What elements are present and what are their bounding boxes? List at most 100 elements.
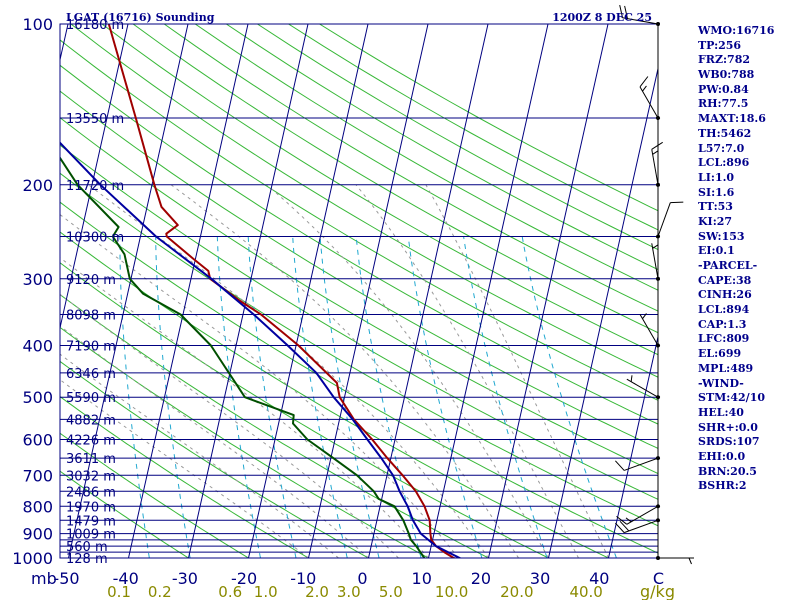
- height-label: 1970 m: [66, 500, 116, 515]
- wind-barb-staff: [639, 86, 659, 119]
- pressure-tick-label: 300: [22, 270, 53, 289]
- index-item: CAPE:38: [698, 273, 752, 287]
- y-axis-unit: mb: [31, 569, 57, 588]
- height-label: 1479 m: [66, 514, 116, 529]
- valid-time: 1200Z 8 DEC 25: [552, 11, 652, 24]
- index-item: SW:153: [698, 229, 745, 243]
- wind-barb-flag: [615, 460, 625, 471]
- mixing-ratio-label: 20.0: [500, 583, 533, 600]
- index-item: LCL:896: [698, 156, 750, 170]
- mixing-ratio-line: [407, 236, 483, 558]
- wind-barb-half-flag: [642, 313, 647, 319]
- index-item: LCL:894: [698, 303, 750, 317]
- height-label: 7190 m: [66, 340, 116, 355]
- wind-barb: [651, 243, 660, 281]
- index-item: BRN:20.5: [698, 464, 757, 478]
- height-label: 3032 m: [66, 469, 116, 484]
- wind-barb-flag: [615, 522, 625, 533]
- pressure-tick-label: 500: [22, 388, 53, 407]
- pressure-tick-label: 200: [22, 176, 53, 195]
- height-label: 3611 m: [66, 452, 116, 467]
- isotherm: [488, 24, 609, 558]
- height-label: 5590 m: [66, 391, 116, 406]
- index-item: FRZ:782: [698, 53, 751, 67]
- isotherm: [308, 24, 429, 558]
- mixing-ratio-line: [155, 236, 191, 558]
- sounding-indices-panel: WMO:16716 TP:256 FRZ:782 WB0:788 PW:0.84 RH:7…: [698, 24, 798, 494]
- mixing-ratio-line: [216, 236, 261, 558]
- chart-labels: LGAT (16716) Sounding 1200Z 8 DEC 25 mb …: [12, 11, 675, 600]
- wind-barb-flag: [651, 141, 663, 150]
- index-item: LFC:809: [698, 332, 750, 346]
- chart-title: LGAT (16716) Sounding: [66, 11, 215, 24]
- wind-barb-flag: [616, 516, 628, 525]
- index-item: MAXT:18.6: [698, 112, 766, 126]
- pressure-tick-label: 800: [22, 497, 53, 516]
- parcel-line: [60, 141, 462, 558]
- isotherm: [68, 24, 189, 558]
- temperature-tick-label: -10: [290, 569, 316, 588]
- index-item: TT:53: [698, 200, 733, 214]
- dewpoint-line: [60, 156, 426, 558]
- wind-barb: [615, 456, 660, 471]
- index-item: TH:5462: [698, 126, 752, 140]
- wind-barb-flag: [619, 520, 630, 532]
- wind-barb-half-flag: [688, 557, 692, 565]
- isotherm: [188, 24, 309, 558]
- height-label: 13550 m: [66, 112, 124, 127]
- wind-barb-staff: [624, 457, 659, 471]
- mixing-ratio-label: 10.0: [435, 583, 468, 600]
- index-item: MPL:489: [698, 361, 754, 375]
- temperature-tick-label: 20: [471, 569, 491, 588]
- index-item: PW:0.84: [698, 82, 749, 96]
- height-label: 6346 m: [66, 367, 116, 382]
- wind-barb-flag: [619, 4, 624, 18]
- moist-adiabat: [88, 184, 489, 558]
- mixing-ratio-label: 0.6: [218, 583, 242, 600]
- wind-barb: [656, 201, 684, 239]
- isotherm: [428, 24, 549, 558]
- index-item: SRDS:107: [698, 435, 760, 449]
- isotherm: [128, 24, 249, 558]
- chart-grid: [60, 24, 658, 558]
- index-item: WB0:788: [698, 68, 755, 82]
- temperature-tick-label: -30: [172, 569, 198, 588]
- pressure-tick-label: 700: [22, 466, 53, 485]
- wind-barb-staff: [657, 202, 671, 237]
- wind-barb-flag: [624, 5, 628, 19]
- height-label: 11720 m: [66, 179, 124, 194]
- height-label: 4226 m: [66, 434, 116, 449]
- wind-barb-staff: [651, 243, 659, 279]
- wind-barb: [615, 518, 660, 534]
- index-item: KI:27: [698, 214, 733, 228]
- wind-barb-half-flag: [652, 244, 659, 249]
- index-item: EI:0.1: [698, 244, 735, 258]
- mixing-ratio-label: 0.1: [107, 583, 131, 600]
- wind-barb: [626, 375, 660, 400]
- moist-adiabat: [60, 257, 429, 558]
- height-label: 8098 m: [66, 309, 116, 324]
- height-label: 560 m: [66, 540, 108, 555]
- wind-barb-flag: [639, 76, 649, 88]
- wind-barb-half-flag: [625, 517, 632, 523]
- mixing-ratio-line: [247, 236, 297, 558]
- index-item: RH:77.5: [698, 97, 749, 111]
- mixing-ratio-line: [292, 236, 348, 558]
- index-item: STM:42/10: [698, 391, 765, 405]
- wind-barb: [616, 504, 660, 525]
- wind-barbs: [615, 4, 694, 565]
- mixing-ratio-line: [521, 236, 617, 558]
- index-item: TP:256: [698, 38, 742, 52]
- mixing-ratio-label: 5.0: [379, 583, 403, 600]
- temperature-tick-label: C: [653, 569, 664, 588]
- height-label: 4882 m: [66, 413, 116, 428]
- moist-adiabat: [60, 213, 459, 558]
- pressure-tick-label: 1000: [12, 549, 53, 568]
- temperature-tick-label: -50: [53, 569, 79, 588]
- height-label: 128 m: [66, 552, 108, 567]
- wind-barb-staff: [626, 378, 659, 398]
- temperature-tick-label: -20: [231, 569, 257, 588]
- wind-barb: [619, 4, 660, 26]
- wind-barb-staff: [622, 17, 659, 25]
